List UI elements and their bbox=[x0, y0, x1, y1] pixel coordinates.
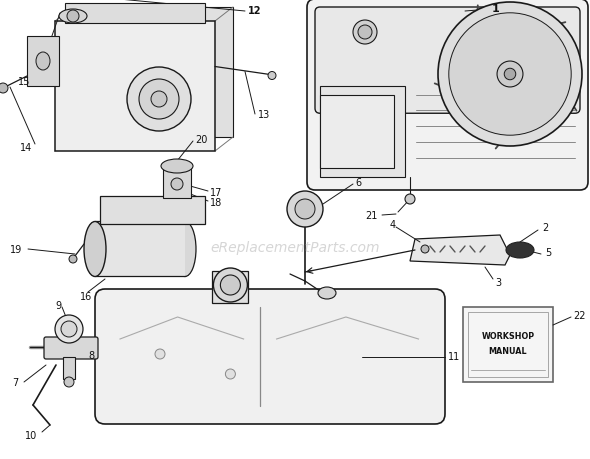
Text: 13: 13 bbox=[258, 110, 270, 120]
Text: 20: 20 bbox=[195, 134, 207, 145]
Text: WORKSHOP: WORKSHOP bbox=[481, 331, 535, 340]
Polygon shape bbox=[410, 235, 510, 265]
Circle shape bbox=[155, 349, 165, 359]
Text: 9: 9 bbox=[55, 300, 61, 310]
Ellipse shape bbox=[174, 222, 196, 277]
Circle shape bbox=[449, 14, 571, 136]
Bar bbox=[65, 4, 205, 24]
Bar bbox=[163, 167, 191, 199]
Circle shape bbox=[61, 321, 77, 337]
Circle shape bbox=[139, 80, 179, 120]
Circle shape bbox=[287, 191, 323, 228]
FancyBboxPatch shape bbox=[44, 337, 98, 359]
Text: MANUAL: MANUAL bbox=[489, 346, 527, 355]
Text: 15: 15 bbox=[18, 77, 30, 87]
Text: 22: 22 bbox=[573, 310, 585, 320]
Text: 10: 10 bbox=[25, 430, 37, 440]
Text: 16: 16 bbox=[80, 291, 92, 302]
Circle shape bbox=[214, 269, 247, 302]
Text: 1: 1 bbox=[492, 4, 500, 14]
Circle shape bbox=[405, 195, 415, 205]
Text: 3: 3 bbox=[495, 277, 501, 287]
Ellipse shape bbox=[171, 179, 183, 190]
Text: 11: 11 bbox=[448, 352, 460, 362]
Text: 12: 12 bbox=[248, 6, 261, 16]
Bar bbox=[320, 95, 394, 168]
Text: 17: 17 bbox=[210, 188, 222, 197]
Bar bbox=[63, 357, 75, 379]
Bar bbox=[212, 271, 248, 303]
Bar bbox=[320, 87, 405, 177]
Bar bbox=[100, 196, 205, 224]
FancyBboxPatch shape bbox=[315, 8, 580, 114]
Ellipse shape bbox=[506, 242, 534, 258]
Text: 14: 14 bbox=[20, 143, 32, 153]
Circle shape bbox=[295, 200, 315, 219]
Text: 4: 4 bbox=[390, 219, 396, 230]
Circle shape bbox=[151, 92, 167, 108]
Bar bbox=[73, 8, 233, 138]
Text: 7: 7 bbox=[12, 377, 18, 387]
Circle shape bbox=[358, 26, 372, 40]
Text: eReplacementParts.com: eReplacementParts.com bbox=[210, 241, 380, 254]
Circle shape bbox=[67, 11, 79, 23]
Text: 2: 2 bbox=[542, 223, 548, 233]
Ellipse shape bbox=[318, 287, 336, 299]
Bar bbox=[27, 37, 59, 87]
Text: 8: 8 bbox=[88, 350, 94, 360]
Text: 21: 21 bbox=[365, 211, 378, 220]
Circle shape bbox=[127, 68, 191, 132]
Text: 5: 5 bbox=[545, 247, 551, 257]
Bar bbox=[463, 308, 553, 382]
Circle shape bbox=[55, 315, 83, 343]
Circle shape bbox=[353, 21, 377, 45]
Ellipse shape bbox=[36, 53, 50, 71]
Circle shape bbox=[225, 369, 235, 379]
Circle shape bbox=[421, 246, 429, 253]
Circle shape bbox=[69, 256, 77, 263]
Bar bbox=[55, 22, 215, 151]
Circle shape bbox=[64, 377, 74, 387]
FancyBboxPatch shape bbox=[95, 289, 445, 424]
Text: 6: 6 bbox=[355, 178, 361, 188]
Circle shape bbox=[497, 62, 523, 88]
Circle shape bbox=[438, 3, 582, 147]
Circle shape bbox=[504, 69, 516, 81]
Bar bbox=[468, 312, 548, 377]
Bar bbox=[95, 222, 185, 276]
Circle shape bbox=[268, 73, 276, 80]
Circle shape bbox=[0, 84, 8, 94]
Text: 19: 19 bbox=[10, 245, 22, 254]
Ellipse shape bbox=[84, 222, 106, 277]
Circle shape bbox=[221, 275, 240, 295]
Text: 18: 18 bbox=[210, 197, 222, 207]
Ellipse shape bbox=[59, 10, 87, 24]
FancyBboxPatch shape bbox=[307, 0, 588, 190]
Ellipse shape bbox=[161, 160, 193, 174]
